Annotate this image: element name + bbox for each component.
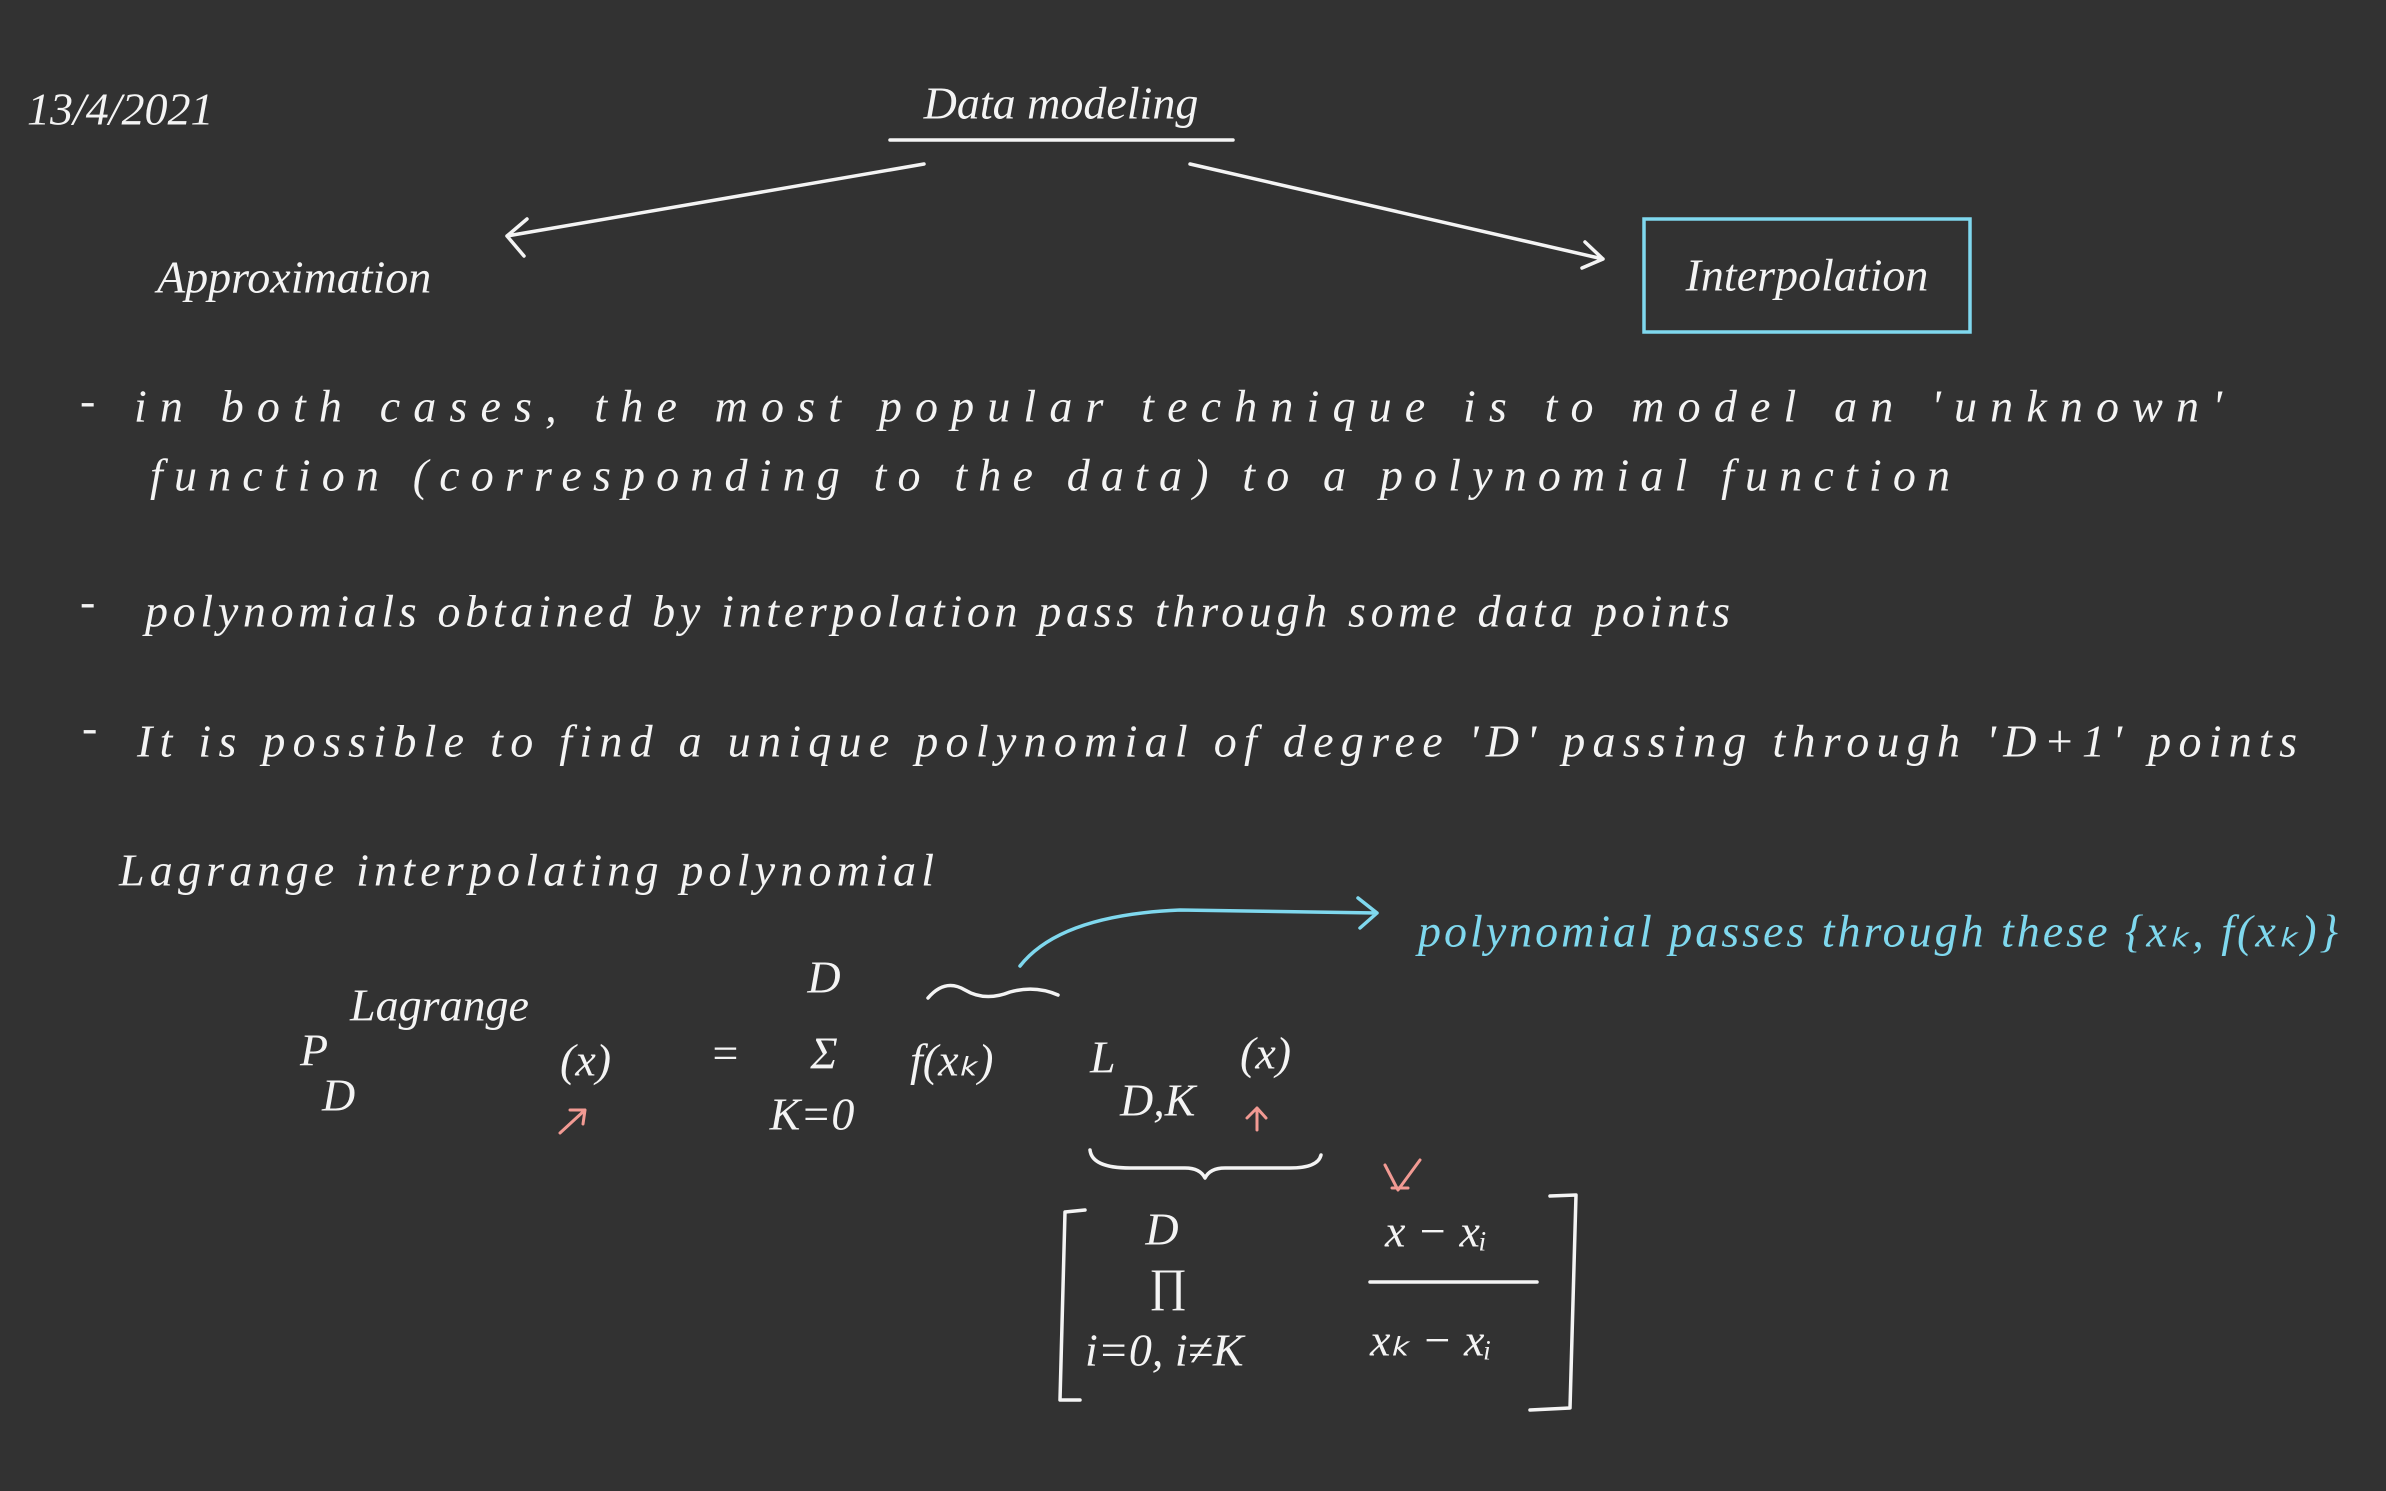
bullet-text: function (corresponding to the data) to … <box>150 450 1950 501</box>
arrow-right <box>1188 162 1605 270</box>
prod-symbol: ∏ <box>1149 1260 1187 1311</box>
sum-lower: K=0 <box>769 1089 855 1140</box>
date: 13/4/2021 <box>27 84 214 135</box>
branch-interpolation: Interpolation <box>1685 250 1929 301</box>
bullet-dash: - <box>80 576 95 627</box>
left-bracket <box>1058 1208 1087 1402</box>
branch-approximation: Approximation <box>154 252 431 303</box>
sum-upper: D <box>806 952 840 1003</box>
formula-l-arg: (x) <box>1240 1028 1291 1079</box>
formula-equals: = <box>709 1028 740 1079</box>
sum-symbol: Σ <box>809 1028 837 1079</box>
curved-arrow <box>1018 896 1379 968</box>
formula-p-sup: Lagrange <box>349 980 529 1031</box>
brace <box>1088 1148 1323 1180</box>
bullet-dash: - <box>80 375 95 426</box>
prod-upper: D <box>1144 1204 1178 1255</box>
pink-arrow <box>558 1108 587 1135</box>
bullet-dash: - <box>82 702 97 753</box>
tilde <box>926 983 1060 1000</box>
right-bracket <box>1528 1193 1578 1412</box>
pink-check <box>1383 1158 1422 1192</box>
title: Data modeling <box>923 78 1199 129</box>
denominator: xₖ − xᵢ <box>1369 1315 1492 1366</box>
prod-lower: i=0, i≠K <box>1085 1325 1246 1376</box>
arrow-left <box>505 162 926 258</box>
section-heading: Lagrange interpolating polynomial <box>118 845 934 896</box>
numerator: x − xᵢ <box>1384 1206 1487 1257</box>
pink-arrow <box>1245 1106 1268 1132</box>
formula-f: f(xₖ) <box>910 1035 993 1086</box>
formula-p: P <box>299 1025 328 1076</box>
bullet-text: in both cases, the most popular techniqu… <box>134 381 2223 432</box>
formula-l-sub: D,K <box>1119 1075 1198 1126</box>
formula-l: L <box>1089 1032 1116 1083</box>
annotation: polynomial passes through these {xₖ, f(x… <box>1415 906 2338 957</box>
bullet-text: polynomials obtained by interpolation pa… <box>142 586 1730 637</box>
formula-p-arg: (x) <box>560 1035 611 1086</box>
interpolation-box <box>1642 217 1972 334</box>
formula-p-sub: D <box>321 1070 355 1121</box>
bullet-text: It is possible to find a unique polynomi… <box>136 716 2297 767</box>
